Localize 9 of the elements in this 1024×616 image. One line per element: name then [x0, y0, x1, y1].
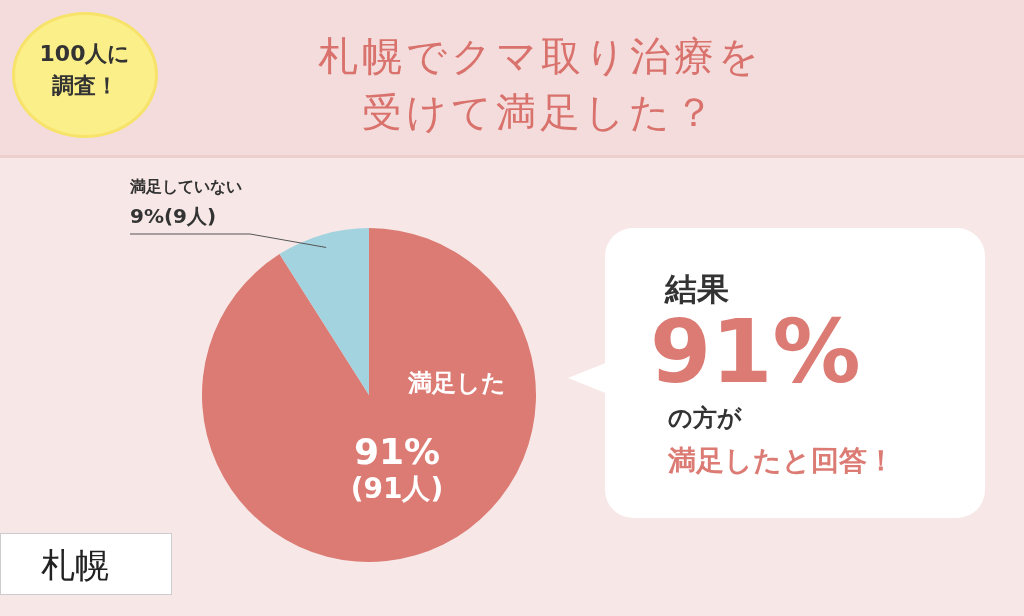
text: 札幌: [0, 533, 172, 595]
chart-title: 札幌でクマ取り治療を受けて満足した？: [316, 32, 764, 137]
data-label: 91%(91人): [350, 431, 444, 506]
slice-label: 満足していない: [129, 177, 242, 197]
text: 100人に調査！: [38, 40, 132, 100]
text: の方が: [668, 403, 742, 434]
slice-label: 満足した: [407, 369, 506, 398]
data-label: 9%(9人): [130, 204, 217, 229]
text: 満足したと回答！: [668, 443, 895, 479]
